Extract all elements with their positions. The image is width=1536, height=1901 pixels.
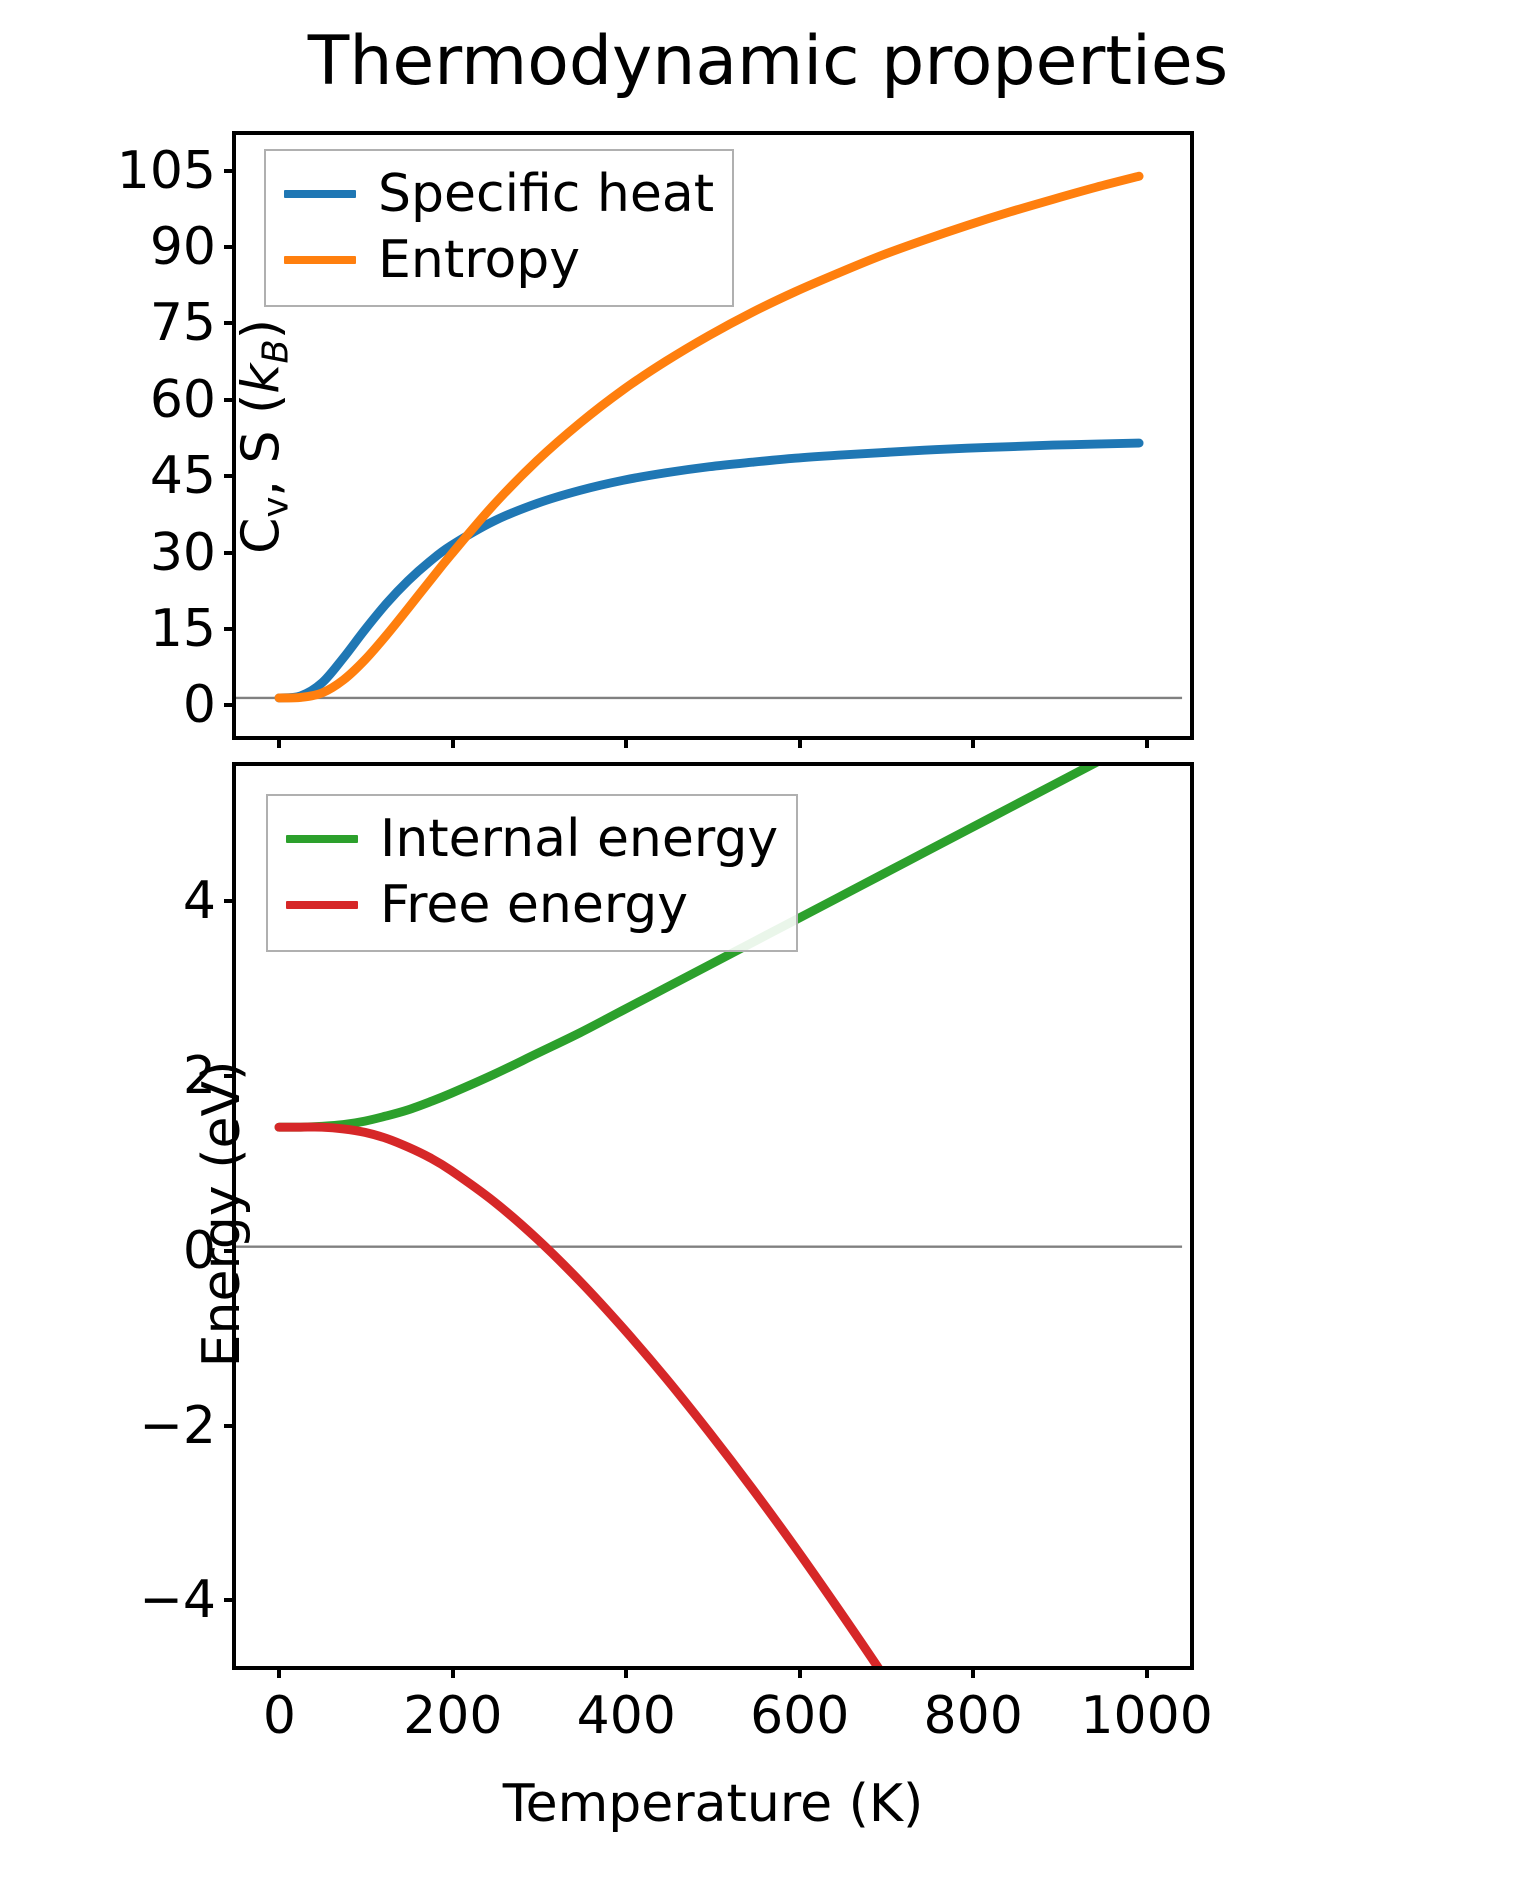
legend-label-free-energy: Free energy <box>380 875 689 935</box>
y-tick-mark <box>224 550 236 555</box>
x-tick-mark <box>797 1666 802 1678</box>
y-tick-label: 45 <box>149 446 216 507</box>
legend-item: Specific heat <box>284 161 714 227</box>
y-tick-label: −2 <box>139 1395 216 1456</box>
plot-area-top <box>236 171 1183 703</box>
y-tick-mark <box>224 1423 236 1428</box>
y-tick-mark <box>224 245 236 250</box>
legend-bottom-panel[interactable]: Internal energy Free energy <box>266 794 799 952</box>
y-tick-label: 60 <box>149 369 216 430</box>
y-tick-mark <box>224 627 236 632</box>
y-tick-mark <box>224 321 236 326</box>
x-tick-mark <box>277 1666 282 1678</box>
y-tick-mark <box>224 397 236 402</box>
y-tick-label: 30 <box>149 522 216 583</box>
x-tick-mark <box>450 1666 455 1678</box>
x-tick-label: 600 <box>750 1686 850 1746</box>
y-axis-label-top-text: Cv, S (kB) <box>231 318 297 554</box>
legend-swatch-internal-energy <box>286 835 358 843</box>
y-tick-label: 15 <box>149 599 216 660</box>
y-tick-mark <box>224 474 236 479</box>
figure-title: Thermodynamic properties <box>307 22 1229 101</box>
y-tick-mark <box>224 1598 236 1603</box>
x-tick-label: 800 <box>923 1686 1023 1746</box>
y-tick-mark <box>224 703 236 708</box>
plot-area-bottom <box>236 766 1183 1666</box>
y-tick-mark <box>224 168 236 173</box>
axes-top-panel: Cv, S (kB) 0 15 30 45 60 75 90 105 Specific hea… <box>117 131 1194 748</box>
y-tick-label: 75 <box>149 293 216 354</box>
legend-item: Internal energy <box>286 806 778 872</box>
legend-item: Entropy <box>284 227 714 293</box>
y-tick-mark <box>224 899 236 904</box>
x-tick-mark <box>624 1666 629 1678</box>
legend-swatch-specific-heat <box>284 190 356 198</box>
y-tick-label: 0 <box>182 675 216 736</box>
series-line-entropy <box>274 171 1144 703</box>
y-tick-label: 105 <box>116 140 216 201</box>
legend-top-panel[interactable]: Specific heat Entropy <box>264 149 735 307</box>
y-tick-mark <box>224 1248 236 1253</box>
x-axis-label: Temperature (K) <box>502 1774 924 1834</box>
x-tick-label: 200 <box>403 1686 503 1746</box>
x-tick-label: 400 <box>576 1686 676 1746</box>
legend-swatch-free-energy <box>286 901 358 909</box>
legend-label-entropy: Entropy <box>378 230 581 290</box>
series-line-specific-heat <box>274 438 1144 703</box>
y-tick-label: −4 <box>139 1570 216 1631</box>
legend-label-internal-energy: Internal energy <box>380 809 779 869</box>
legend-item: Free energy <box>286 872 778 938</box>
y-tick-label: 90 <box>149 217 216 278</box>
x-tick-label: 1000 <box>1080 1686 1213 1746</box>
x-tick-mark <box>797 736 802 748</box>
x-tick-mark <box>971 736 976 748</box>
x-tick-mark <box>450 736 455 748</box>
legend-swatch-entropy <box>284 256 356 264</box>
x-tick-mark <box>1144 1666 1149 1678</box>
legend-label-specific-heat: Specific heat <box>378 164 715 224</box>
x-tick-mark <box>971 1666 976 1678</box>
x-tick-label: 0 <box>262 1686 296 1746</box>
y-tick-mark <box>224 1074 236 1079</box>
y-tick-label: 4 <box>182 871 216 932</box>
x-tick-mark <box>624 736 629 748</box>
x-tick-mark <box>277 736 282 748</box>
series-line-free-energy <box>274 1122 883 1666</box>
series-line-internal-energy <box>274 766 1100 1132</box>
axes-bottom-panel: Energy (eV) −4 −2 0 2 4 0 200 400 600 800 1000 In… <box>139 762 1213 1746</box>
x-tick-mark <box>1144 736 1149 748</box>
y-tick-label: 2 <box>182 1046 216 1107</box>
y-tick-label: 0 <box>182 1220 216 1281</box>
